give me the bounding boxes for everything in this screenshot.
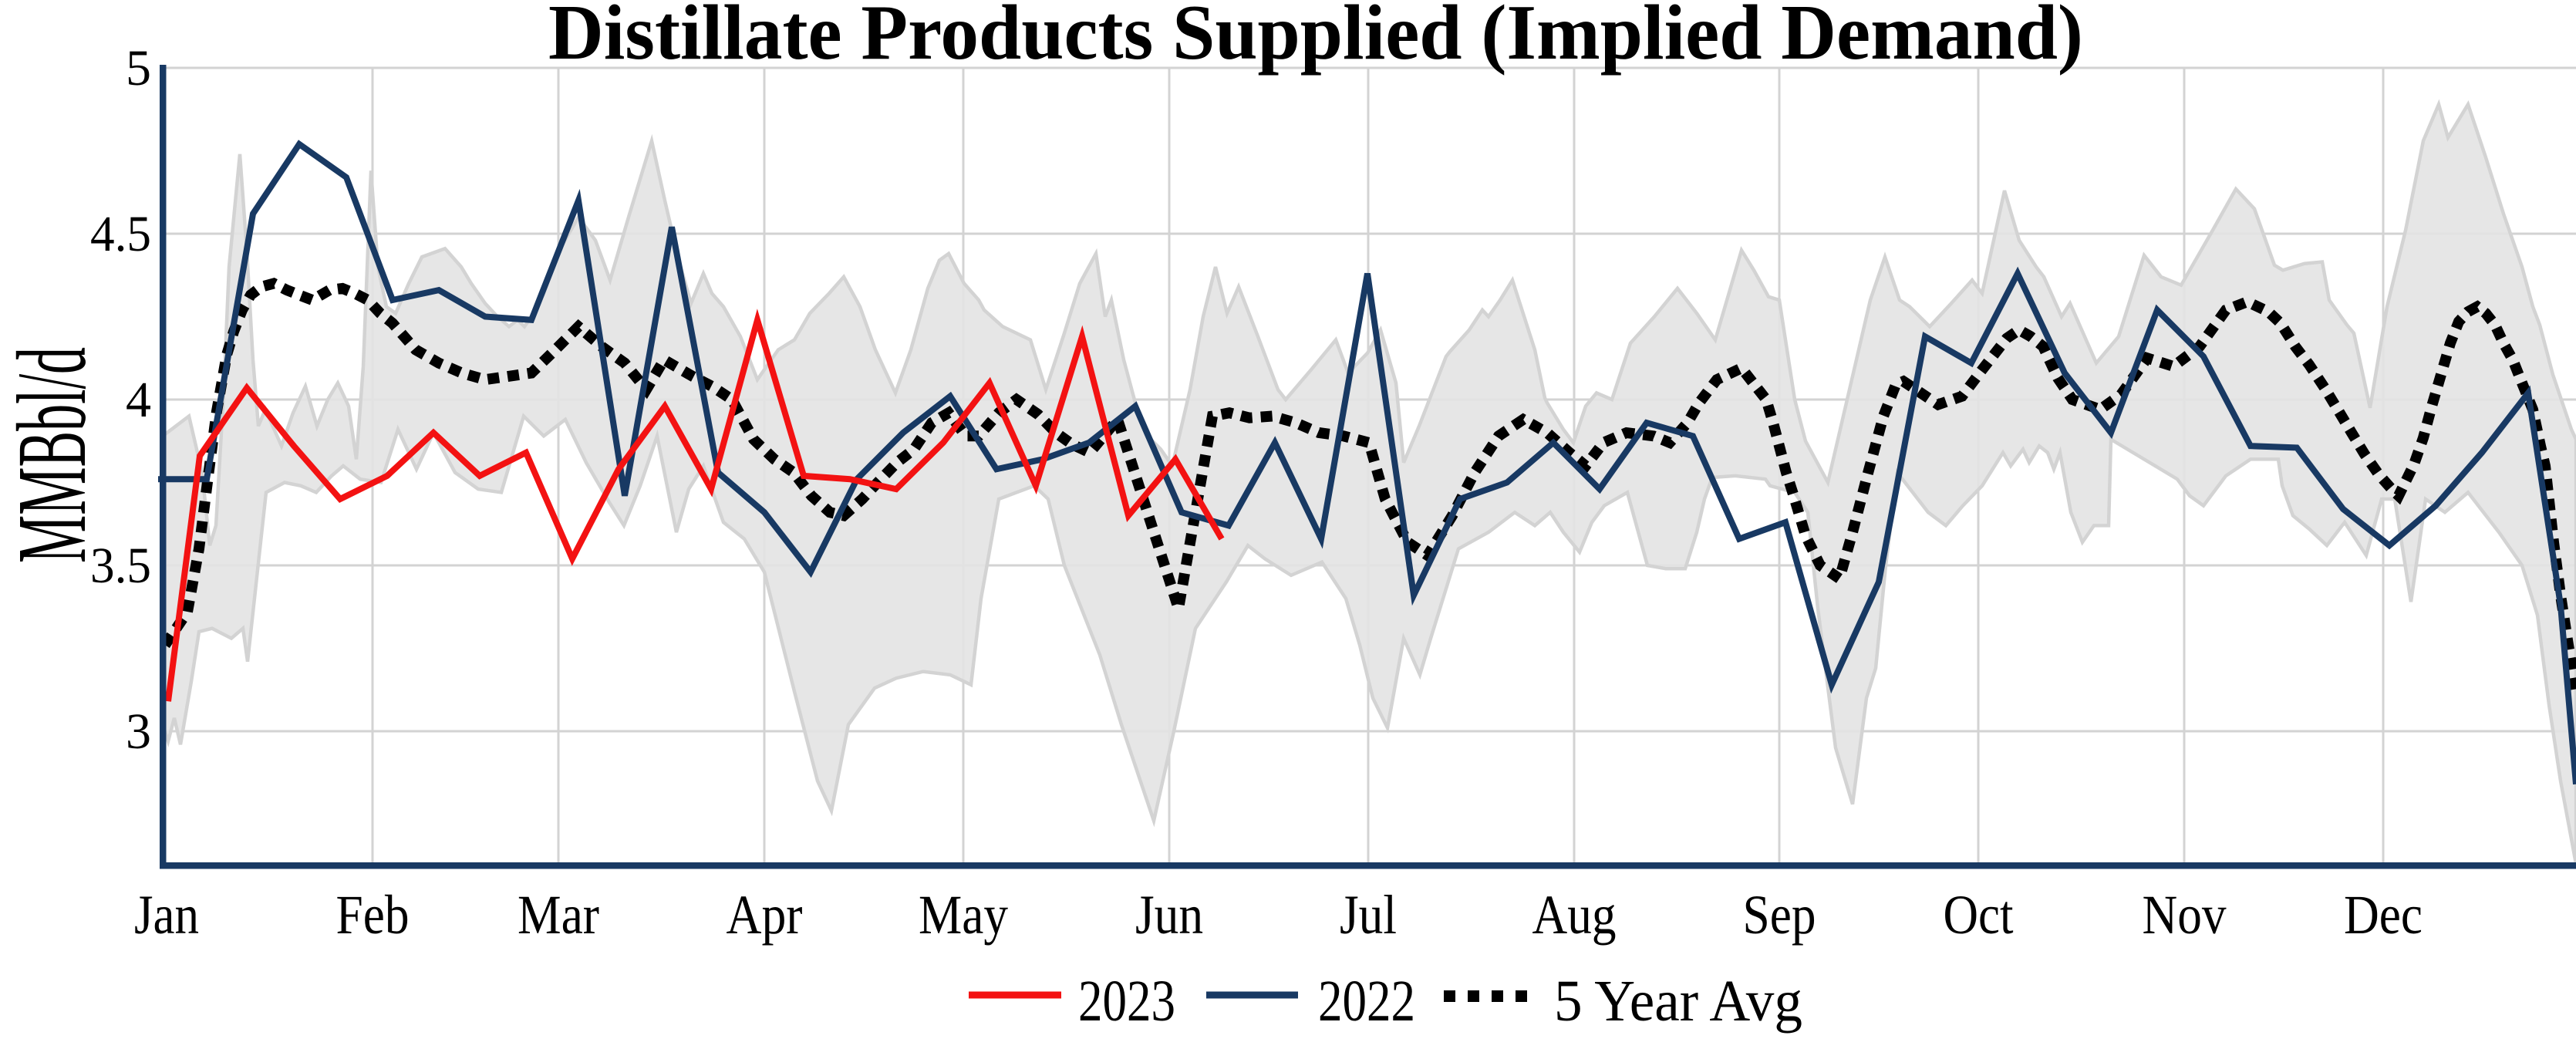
svg-text:Apr: Apr (727, 884, 803, 946)
svg-text:5 Year Avg: 5 Year Avg (1554, 969, 1802, 1034)
svg-text:Oct: Oct (1944, 884, 2014, 946)
svg-text:Aug: Aug (1532, 884, 1617, 946)
svg-text:4: 4 (126, 372, 151, 428)
svg-text:4.5: 4.5 (90, 206, 151, 262)
svg-text:Nov: Nov (2143, 884, 2227, 946)
svg-text:MMBbl/d: MMBbl/d (0, 347, 106, 563)
svg-text:Jul: Jul (1340, 884, 1397, 946)
svg-text:Feb: Feb (336, 884, 410, 946)
svg-text:May: May (919, 884, 1008, 946)
svg-text:Sep: Sep (1743, 884, 1816, 946)
svg-text:Jan: Jan (134, 884, 199, 946)
svg-text:Mar: Mar (518, 884, 599, 946)
svg-text:3.5: 3.5 (90, 538, 151, 594)
svg-text:2023: 2023 (1078, 969, 1175, 1034)
svg-text:Distillate Products Supplied (: Distillate Products Supplied (Implied De… (548, 0, 2083, 76)
svg-text:2022: 2022 (1318, 969, 1415, 1034)
svg-text:3: 3 (126, 703, 151, 760)
svg-text:5: 5 (126, 40, 151, 96)
svg-text:Jun: Jun (1135, 884, 1203, 946)
svg-text:Dec: Dec (2344, 884, 2423, 946)
